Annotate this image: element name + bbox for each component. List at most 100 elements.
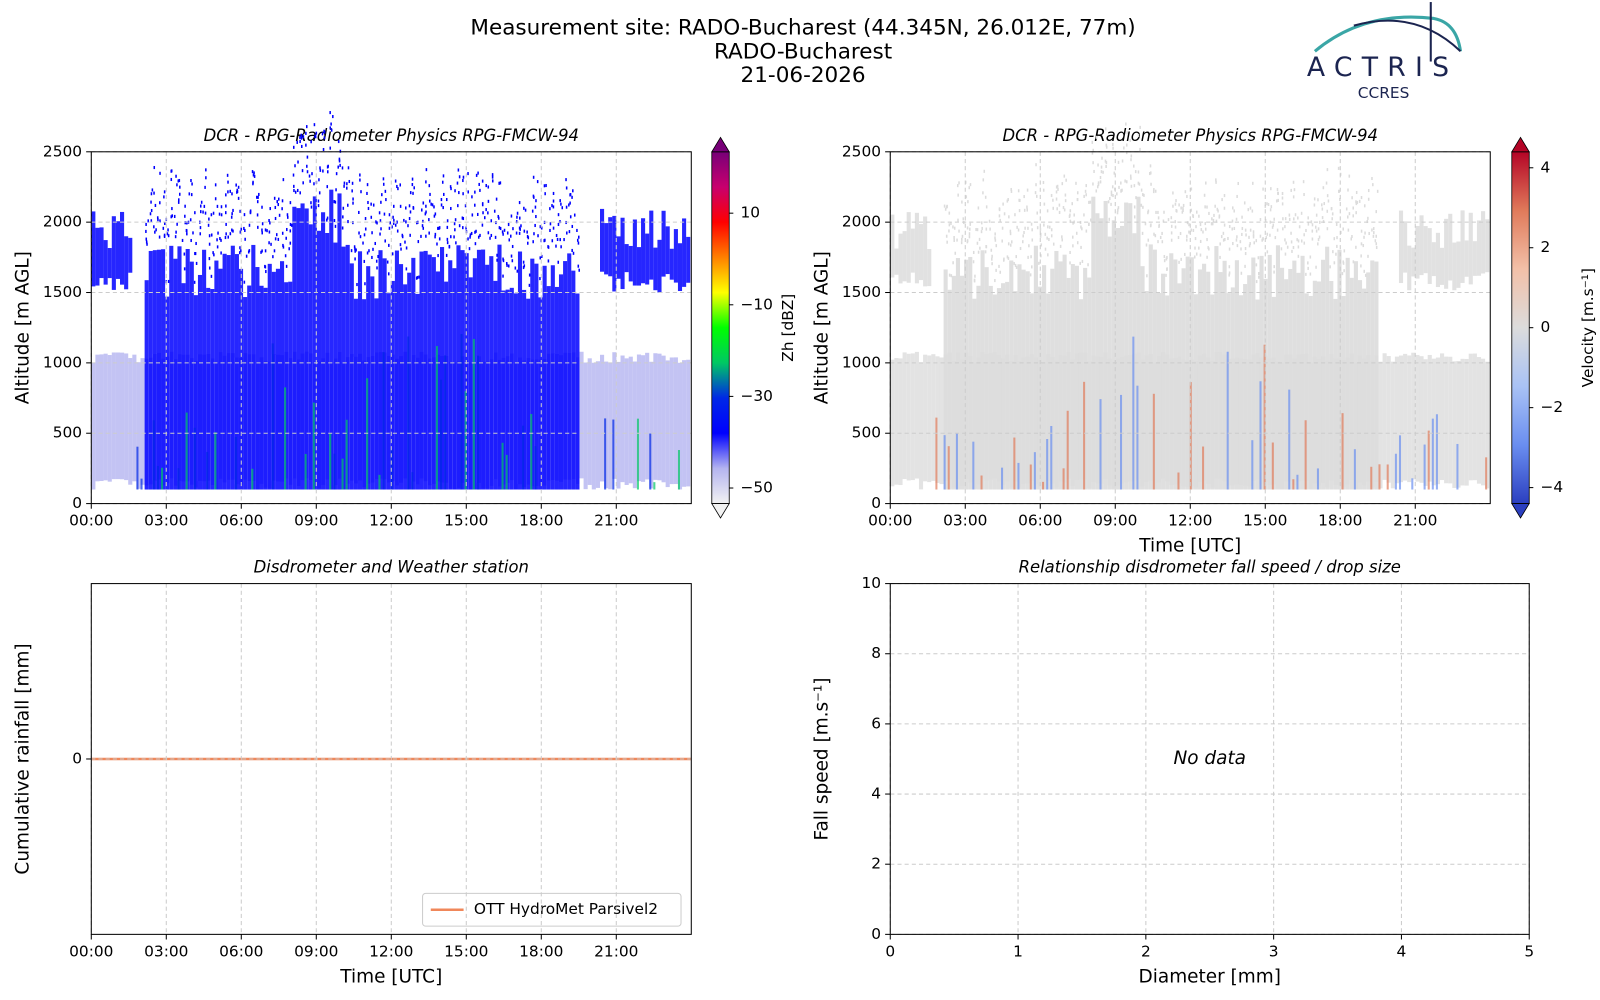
heatmap-cell	[528, 273, 531, 277]
heatmap-cell	[1326, 194, 1329, 198]
y-tick-label: 2000	[43, 213, 82, 231]
heatmap-cell	[1228, 225, 1231, 229]
heatmap-cell	[994, 236, 996, 240]
heatmap-cell	[431, 257, 436, 490]
heatmap-cell	[1263, 344, 1266, 490]
heatmap-cell	[1368, 231, 1370, 236]
heatmap-cell	[446, 241, 449, 245]
heatmap-cell	[964, 259, 969, 490]
heatmap-cell	[326, 165, 329, 169]
heatmap-cell	[1318, 235, 1321, 239]
heatmap-cell	[657, 353, 662, 481]
heatmap-cell	[1186, 221, 1189, 225]
heatmap-cell	[645, 352, 650, 480]
heatmap-cell	[1083, 213, 1085, 217]
heatmap-cell	[239, 209, 241, 213]
heatmap-cell	[1243, 284, 1248, 490]
heatmap-cell	[508, 238, 511, 242]
heatmap-cell	[1228, 265, 1231, 269]
heatmap-cell	[189, 261, 194, 490]
heatmap-cell	[380, 227, 382, 231]
heatmap-cell	[534, 446, 537, 490]
colorbar-extend	[1511, 503, 1530, 519]
heatmap-cell	[1231, 219, 1234, 223]
heatmap-cell	[210, 288, 215, 490]
colorbar-tick-label: 2	[1541, 238, 1551, 256]
heatmap-cell	[984, 267, 989, 490]
heatmap-cell	[1419, 215, 1424, 276]
heatmap-cell	[161, 249, 166, 490]
heatmap-cell	[1048, 237, 1050, 242]
heatmap-cell	[665, 226, 670, 275]
heatmap-cell	[939, 357, 944, 485]
heatmap-cell	[1411, 478, 1414, 490]
heatmap-cell	[181, 283, 186, 490]
heatmap-cell	[533, 232, 535, 236]
heatmap-cell	[573, 213, 576, 217]
x-axis-label: Diameter [mm]	[1139, 966, 1281, 987]
heatmap-cell	[186, 232, 188, 236]
heatmap-cell	[261, 205, 263, 209]
y-tick-label: 1500	[43, 283, 82, 301]
colorbar-tick-label: −4	[1541, 478, 1564, 496]
heatmap-cell	[1300, 255, 1305, 490]
heatmap-cell	[1031, 228, 1033, 232]
heatmap-cell	[948, 229, 950, 233]
heatmap-cell	[1095, 213, 1100, 490]
heatmap-cell	[1226, 293, 1231, 490]
heatmap-cell	[985, 245, 987, 249]
heatmap-cell	[184, 204, 186, 208]
heatmap-cell	[612, 419, 615, 490]
heatmap-cell	[243, 297, 248, 490]
y-tick-label: 0	[871, 494, 881, 512]
heatmap-cell	[1130, 158, 1132, 162]
heatmap-cell	[140, 358, 145, 485]
heatmap-cell	[1007, 242, 1010, 246]
heatmap-cell	[1311, 223, 1314, 227]
heatmap-cell	[265, 269, 267, 274]
heatmap-cell	[1275, 245, 1280, 490]
figure-subtitle: RADO-Bucharest	[714, 39, 892, 64]
heatmap-cell	[985, 205, 988, 209]
heatmap-cell	[1069, 250, 1071, 255]
heatmap-cell	[394, 179, 397, 183]
heatmap-cell	[189, 218, 192, 222]
heatmap-cell	[956, 238, 958, 242]
heatmap-cell	[918, 224, 924, 281]
heatmap-cell	[288, 281, 293, 490]
heatmap-cell	[487, 211, 489, 215]
heatmap-cell	[1403, 353, 1408, 481]
x-tick-label: 1	[1013, 942, 1023, 960]
heatmap-cell	[906, 353, 911, 481]
heatmap-cell	[547, 259, 550, 263]
heatmap-cell	[296, 208, 301, 490]
heatmap-cell	[1197, 269, 1203, 490]
heatmap-cell	[1350, 237, 1352, 241]
heatmap-cell	[1353, 449, 1356, 490]
heatmap-cell	[612, 352, 617, 479]
heatmap-cell	[440, 379, 443, 490]
heatmap-cell	[1284, 238, 1286, 242]
heatmap-cell	[1044, 232, 1047, 236]
heatmap-cell	[308, 224, 313, 490]
heatmap-cell	[346, 182, 348, 186]
heatmap-cell	[1348, 212, 1351, 216]
heatmap-cell	[391, 225, 393, 229]
heatmap-cell	[383, 212, 386, 216]
heatmap-cell	[1231, 227, 1233, 231]
heatmap-cell	[1128, 203, 1133, 490]
heatmap-cell	[608, 362, 613, 490]
heatmap-cell	[458, 224, 461, 228]
heatmap-cell	[1341, 296, 1346, 490]
heatmap-cell	[506, 263, 508, 267]
heatmap-cell	[188, 192, 191, 196]
heatmap-cell	[366, 251, 369, 255]
heatmap-cell	[1064, 193, 1067, 197]
heatmap-cell	[111, 216, 116, 290]
heatmap-cell	[566, 231, 568, 235]
heatmap-cell	[120, 352, 125, 480]
heatmap-cell	[481, 223, 484, 227]
heatmap-cell	[958, 229, 960, 233]
heatmap-cell	[1021, 269, 1026, 490]
heatmap-cell	[425, 210, 427, 214]
